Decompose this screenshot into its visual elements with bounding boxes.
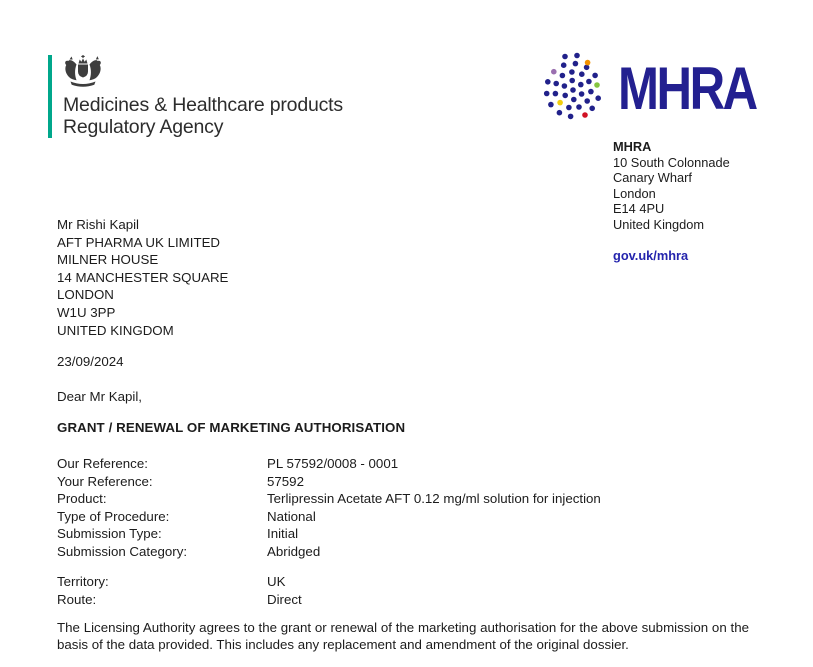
sender-name: MHRA: [613, 139, 652, 154]
mhra-dot-cluster-icon: [543, 52, 601, 120]
field-row-submission-type: Submission Type: Initial: [57, 525, 601, 543]
recipient-line: AFT PHARMA UK LIMITED: [57, 234, 221, 250]
field-row-our-reference: Our Reference: PL 57592/0008 - 0001: [57, 455, 601, 473]
letter-date: 23/09/2024: [57, 354, 124, 369]
field-value: Direct: [267, 591, 302, 607]
field-label: Submission Type:: [57, 526, 162, 542]
recipient-line: UNITED KINGDOM: [57, 322, 174, 338]
recipient-line: W1U 3PP: [57, 304, 116, 320]
teal-bar: [48, 55, 52, 138]
field-row-product: Product: Terlipressin Acetate AFT 0.12 m…: [57, 490, 601, 508]
field-label: Your Reference:: [57, 473, 153, 489]
agency-logo: Medicines & Healthcare products Regulato…: [48, 55, 343, 138]
sender-address-line: 10 South Colonnade: [613, 154, 730, 170]
territory-route-fields: Territory: UK Route: Direct: [57, 573, 302, 608]
reference-fields: Our Reference: PL 57592/0008 - 0001 Your…: [57, 455, 601, 561]
sender-address-block: MHRA 10 South Colonnade Canary Wharf Lon…: [613, 139, 730, 264]
recipient-line: LONDON: [57, 287, 114, 303]
sender-address-line: London: [613, 185, 656, 201]
govuk-mhra-link[interactable]: gov.uk/mhra: [613, 248, 689, 263]
field-label: Route:: [57, 591, 97, 607]
field-value: National: [267, 508, 316, 524]
field-value: Abridged: [267, 543, 321, 559]
recipient-line: Mr Rishi Kapil: [57, 217, 140, 232]
field-label: Submission Category:: [57, 543, 188, 559]
recipient-line: MILNER HOUSE: [57, 252, 159, 268]
field-label: Territory:: [57, 574, 109, 589]
field-row-your-reference: Your Reference: 57592: [57, 473, 601, 491]
field-value: Initial: [267, 526, 299, 542]
recipient-address-block: Mr Rishi Kapil AFT PHARMA UK LIMITED MIL…: [57, 216, 228, 339]
mhra-logo: MHRA: [537, 50, 786, 128]
field-row-route: Route: Direct: [57, 591, 302, 609]
subject-heading: GRANT / RENEWAL OF MARKETING AUTHORISATI…: [57, 420, 406, 435]
agency-name-line2: Regulatory Agency: [63, 116, 224, 138]
royal-coat-of-arms-icon: [65, 55, 101, 87]
field-label: Type of Procedure:: [57, 508, 170, 524]
sender-address-line: United Kingdom: [613, 216, 705, 232]
sender-address-line: E14 4PU: [613, 201, 665, 216]
field-value: PL 57592/0008 - 0001: [267, 456, 399, 471]
agency-name-line1: Medicines & Healthcare products: [63, 94, 343, 116]
field-value: 57592: [267, 473, 304, 489]
field-value: UK: [267, 574, 286, 589]
field-row-territory: Territory: UK: [57, 573, 302, 591]
field-value: Terlipressin Acetate AFT 0.12 mg/ml solu…: [267, 491, 601, 507]
sender-address-line: Canary Wharf: [613, 170, 692, 185]
recipient-line: 14 MANCHESTER SQUARE: [57, 269, 229, 285]
salutation: Dear Mr Kapil,: [57, 389, 142, 404]
body-paragraph: The Licensing Authority agrees to the gr…: [57, 620, 749, 652]
field-row-submission-category: Submission Category: Abridged: [57, 543, 601, 561]
field-label: Product:: [57, 491, 107, 507]
field-label: Our Reference:: [57, 456, 148, 471]
mhra-wordmark: MHRA: [618, 55, 758, 122]
field-row-type-of-procedure: Type of Procedure: National: [57, 508, 601, 526]
